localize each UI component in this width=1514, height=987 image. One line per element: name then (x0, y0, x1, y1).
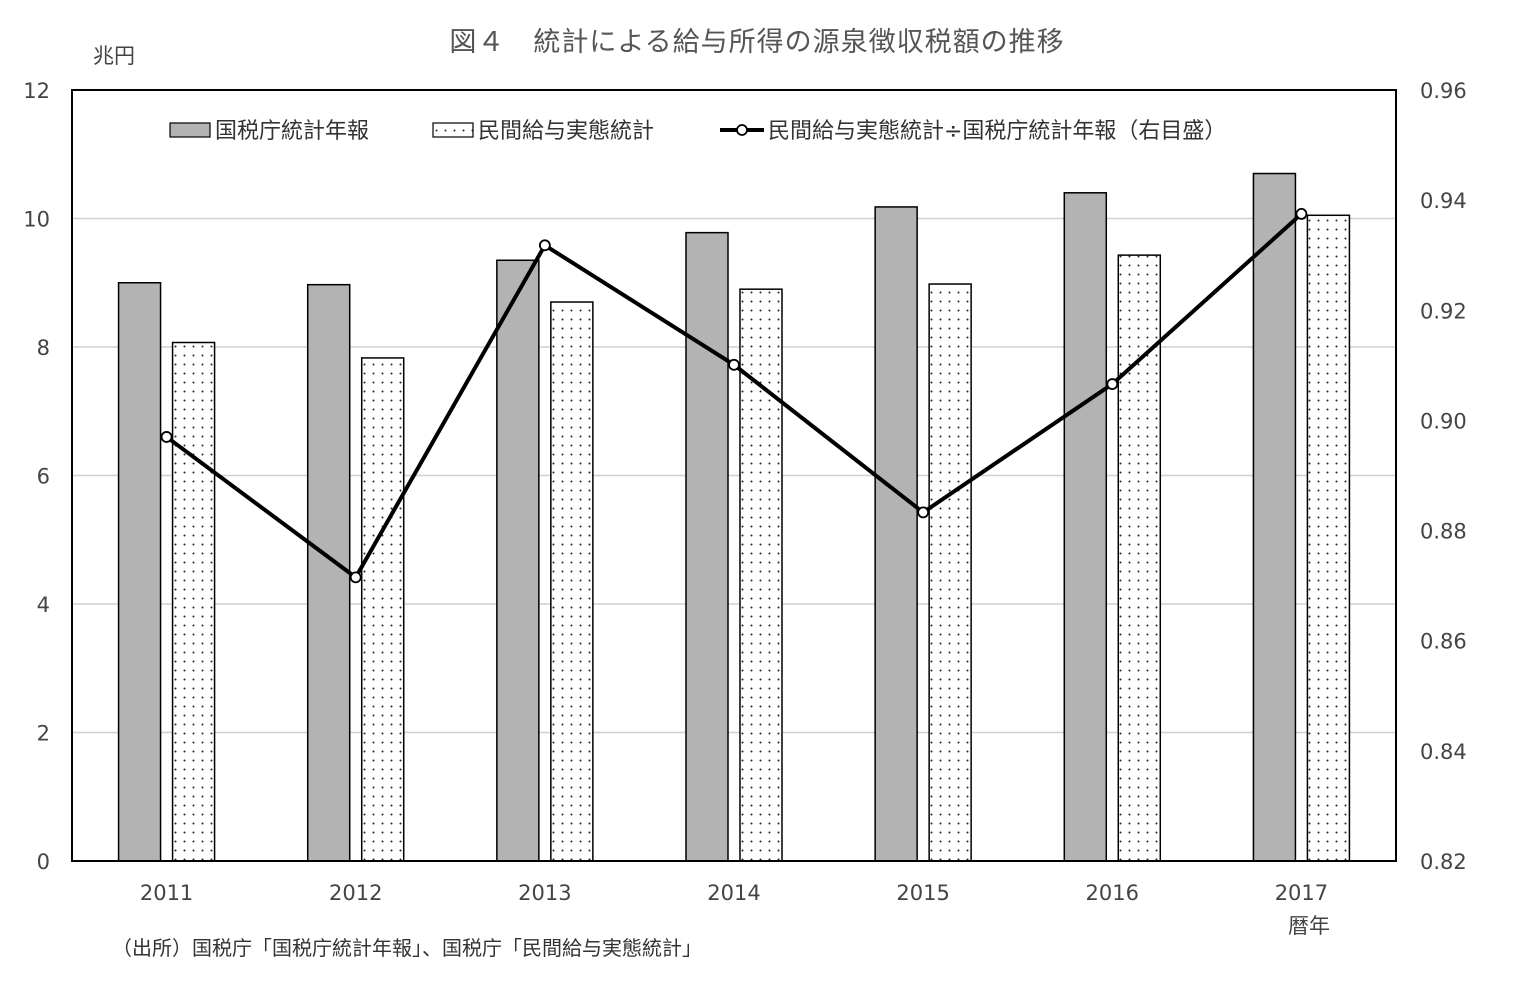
bars (117, 172, 1351, 862)
x-tick-label: 2014 (707, 881, 760, 905)
y-axis-left: 0 2 4 6 8 10 12 (23, 79, 50, 874)
bar-kokuzeicho-2012 (306, 283, 351, 862)
plot-frame (71, 89, 1397, 862)
y-tick-label-left: 8 (37, 336, 50, 360)
legend-label-minkan: 民間給与実態統計 (478, 119, 654, 144)
y-tick-label-right: 0.92 (1420, 299, 1467, 323)
legend-label-kokuzeicho: 国税庁統計年報 (215, 119, 369, 144)
ratio-point-2011 (160, 431, 173, 443)
legend-swatch-minkan (432, 122, 474, 138)
y-tick-label-left: 4 (37, 593, 50, 617)
bar-kokuzeicho-2013 (496, 259, 540, 862)
x-tick-label: 2011 (140, 881, 193, 905)
gridlines (72, 217, 1396, 734)
y-tick-label-right: 0.82 (1420, 850, 1467, 874)
y-axis-right: 0.82 0.84 0.86 0.88 0.90 0.92 0.94 0.96 (1420, 79, 1467, 874)
bar-minkan-2015 (928, 283, 972, 862)
ratio-point-2014 (728, 358, 740, 371)
legend-swatch-kokuzeicho (169, 122, 211, 138)
bar-kokuzeicho-2016 (1063, 192, 1108, 862)
y-tick-label-right: 0.88 (1420, 520, 1467, 544)
y-tick-label-left: 12 (23, 79, 50, 103)
y-tick-label-right: 0.84 (1420, 740, 1467, 764)
x-tick-label: 2016 (1086, 881, 1139, 905)
bar-minkan-2011 (171, 341, 216, 862)
y-tick-label-right: 0.96 (1420, 79, 1467, 103)
y-tick-label-right: 0.94 (1420, 189, 1467, 213)
bar-kokuzeicho-2011 (117, 282, 162, 862)
legend: 国税庁統計年報 民間給与実態統計 民間給与実態統計÷国税庁統計年報（右目盛） (169, 119, 1226, 144)
legend-swatch-ratio-marker (736, 124, 748, 136)
ratio-point-2012 (349, 571, 362, 584)
ratio-point-2015 (917, 506, 930, 519)
bar-minkan-2017 (1306, 214, 1351, 862)
chart-title: 図４ 統計による給与所得の源泉徴収税額の推移 (449, 27, 1065, 58)
bar-kokuzeicho-2017 (1252, 172, 1297, 862)
y-tick-label-left: 10 (23, 208, 50, 232)
ratio-point-2013 (538, 239, 551, 252)
x-tick-label: 2017 (1275, 881, 1328, 905)
y-tick-label-right: 0.86 (1420, 630, 1467, 654)
x-tick-label: 2015 (896, 881, 949, 905)
y-axis-unit-left: 兆円 (93, 44, 135, 68)
x-tick-label: 2013 (518, 881, 571, 905)
source-note: （出所）国税庁「国税庁統計年報」、国税庁「民間給与実態統計」 (112, 936, 702, 960)
bar-minkan-2012 (360, 357, 405, 862)
bar-minkan-2016 (1117, 254, 1162, 862)
y-tick-label-right: 0.90 (1420, 409, 1467, 433)
x-axis: 2011 2012 2013 2014 2015 2016 2017 (140, 881, 1328, 905)
y-tick-label-left: 6 (37, 465, 50, 489)
y-tick-label-left: 2 (37, 722, 50, 746)
ratio-point-2016 (1106, 378, 1119, 390)
ratio-point-2017 (1295, 208, 1308, 220)
legend-label-ratio: 民間給与実態統計÷国税庁統計年報（右目盛） (768, 119, 1226, 144)
ratio-line (160, 208, 1308, 584)
y-tick-label-left: 0 (37, 850, 50, 874)
x-axis-unit: 暦年 (1288, 914, 1330, 938)
x-tick-label: 2012 (329, 881, 382, 905)
bar-kokuzeicho-2014 (685, 231, 729, 862)
bar-kokuzeicho-2015 (874, 206, 918, 862)
bar-minkan-2013 (550, 301, 594, 862)
